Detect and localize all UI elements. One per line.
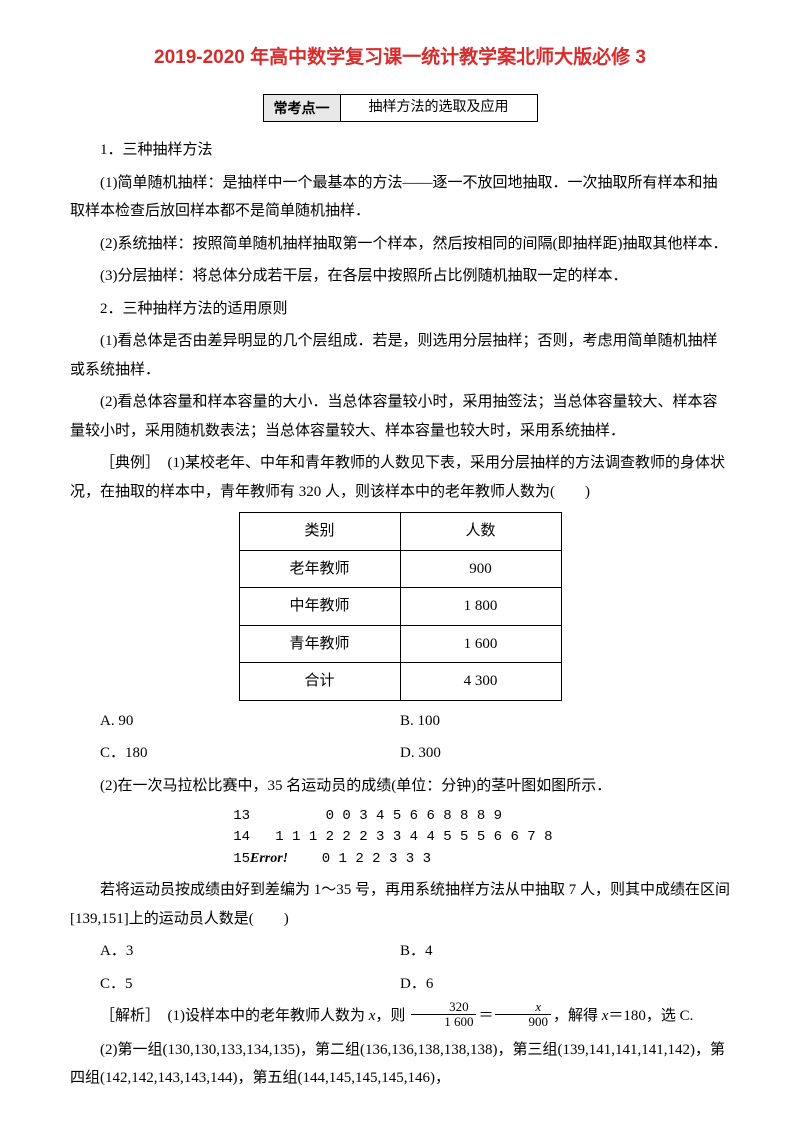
solution-p1: ［解析］ (1)设样本中的老年教师人数为 x ，则 3201 600＝x900，解…: [70, 1002, 730, 1032]
stem: 13: [210, 806, 250, 827]
topic-row: 常考点一 抽样方法的选取及应用: [70, 94, 730, 122]
table-cell: 4 300: [400, 663, 561, 701]
document-page: 2019-2020 年高中数学复习课一统计教学案北师大版必修 3 常考点一 抽样…: [0, 0, 800, 1137]
stem-leaf-plot: 13 0 0 3 4 5 6 6 8 8 8 9 14 1 1 1 2 2 2 …: [70, 806, 730, 870]
table-cell: 合计: [239, 663, 400, 701]
frac-den: 900: [495, 1015, 551, 1029]
teacher-table: 类别 人数 老年教师 900 中年教师 1 800 青年教师 1 600 合计 …: [239, 512, 562, 701]
frac-num: 320: [411, 1000, 476, 1015]
table-cell: 1 600: [400, 625, 561, 663]
topic-box-left: 常考点一: [264, 95, 341, 121]
table-header: 人数: [400, 513, 561, 551]
section-1-p1: (1)简单随机抽样：是抽样中一个最基本的方法——逐一不放回地抽取．一次抽取所有样…: [70, 169, 730, 226]
topic-box: 常考点一 抽样方法的选取及应用: [263, 94, 538, 122]
solution-mid1: ，则: [375, 1008, 405, 1024]
solution-mid2: ，解得: [553, 1008, 602, 1024]
option-a: A．3: [70, 937, 400, 966]
option-c: C．5: [70, 970, 400, 999]
q2-options-row2: C．5 D．6: [70, 970, 730, 999]
table-cell: 青年教师: [239, 625, 400, 663]
q2-text: 若将运动员按成绩由好到差编为 1～35 号，再用系统抽样方法从中抽取 7 人，则…: [70, 876, 730, 933]
table-cell: 900: [400, 550, 561, 588]
q1-options-row2: C．180 D. 300: [70, 739, 730, 768]
q1-options-row1: A. 90 B. 100: [70, 707, 730, 736]
solution-val: ＝180，选 C.: [608, 1008, 693, 1024]
stem: 15: [210, 849, 250, 870]
option-b: B．4: [400, 937, 730, 966]
page-title: 2019-2020 年高中数学复习课一统计教学案北师大版必修 3: [70, 40, 730, 76]
section-2-p1: (1)看总体是否由差异明显的几个层组成．若是，则选用分层抽样；否则，考虑用简单随…: [70, 327, 730, 384]
fraction-2: x900: [495, 1000, 551, 1030]
table-header: 类别: [239, 513, 400, 551]
equals: ＝: [478, 1008, 493, 1024]
option-a: A. 90: [70, 707, 400, 736]
solution-prefix: ［解析］ (1)设样本中的老年教师人数为: [100, 1008, 369, 1024]
error-text: Error!: [250, 851, 288, 866]
table-row: 合计 4 300: [239, 663, 561, 701]
leaves: 0 0 3 4 5 6 6 8 8 8 9: [326, 808, 502, 824]
q2-options-row1: A．3 B．4: [70, 937, 730, 966]
leaves: 0 1 2 2 3 3 3: [322, 851, 431, 867]
solution-p2: (2)第一组(130,130,133,134,135)，第二组(136,136,…: [70, 1036, 730, 1093]
section-1-p2: (2)系统抽样：按照简单随机抽样抽取第一个样本，然后按相同的间隔(即抽样距)抽取…: [70, 230, 730, 259]
table-row: 中年教师 1 800: [239, 588, 561, 626]
section-1-heading: 1．三种抽样方法: [70, 136, 730, 165]
leaves: 1 1 1 2 2 2 3 3 4 4 5 5 5 6 6 7 8: [275, 829, 552, 845]
option-d: D. 300: [400, 739, 730, 768]
section-2-p2: (2)看总体容量和样本容量的大小．当总体容量较小时，采用抽签法；当总体容量较大、…: [70, 388, 730, 445]
topic-box-right: 抽样方法的选取及应用: [341, 95, 537, 121]
section-2-heading: 2．三种抽样方法的适用原则: [70, 295, 730, 324]
table-cell: 老年教师: [239, 550, 400, 588]
table-row: 青年教师 1 600: [239, 625, 561, 663]
table-header-row: 类别 人数: [239, 513, 561, 551]
example-intro: ［典例］ (1)某校老年、中年和青年教师的人数见下表，采用分层抽样的方法调查教师…: [70, 449, 730, 506]
q2-intro: (2)在一次马拉松比赛中，35 名运动员的成绩(单位：分钟)的茎叶图如图所示．: [70, 772, 730, 801]
fraction-1: 3201 600: [411, 1000, 476, 1030]
option-d: D．6: [400, 970, 730, 999]
stem: 14: [210, 827, 250, 848]
section-1-p3: (3)分层抽样：将总体分成若干层，在各层中按照所占比例随机抽取一定的样本．: [70, 262, 730, 291]
frac-num: x: [495, 1000, 551, 1015]
table-row: 老年教师 900: [239, 550, 561, 588]
frac-den: 1 600: [411, 1015, 476, 1029]
table-cell: 中年教师: [239, 588, 400, 626]
option-b: B. 100: [400, 707, 730, 736]
option-c: C．180: [70, 739, 400, 768]
table-cell: 1 800: [400, 588, 561, 626]
